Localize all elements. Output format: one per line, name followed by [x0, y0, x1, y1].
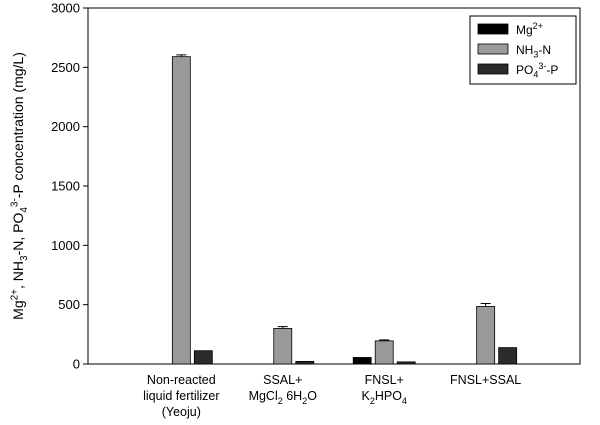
x-tick-label: FNSL+SSAL	[450, 373, 521, 387]
bar	[352, 357, 372, 365]
bar	[273, 327, 293, 365]
x-tick-label: MgCl2 6H2O	[249, 389, 318, 406]
legend-swatch	[477, 23, 509, 35]
bar	[396, 361, 416, 365]
legend-label: Mg2+	[516, 21, 543, 37]
legend-label: NH3-N	[516, 43, 551, 60]
bar	[295, 360, 315, 365]
y-tick-label: 2000	[51, 119, 80, 134]
legend-swatch	[477, 43, 509, 55]
y-tick-label: 2500	[51, 60, 80, 75]
x-tick-label: (Yeoju)	[162, 405, 201, 419]
bar	[193, 350, 213, 365]
bar	[374, 340, 394, 365]
y-tick-label: 3000	[51, 1, 80, 16]
legend-label: PO43--P	[516, 61, 558, 79]
bar	[171, 56, 191, 365]
y-tick-label: 0	[73, 357, 80, 372]
y-tick-label: 1000	[51, 238, 80, 253]
x-tick-label: Non-reacted	[147, 373, 216, 387]
bar	[476, 306, 496, 365]
y-axis-title: Mg2+, NH3-N, PO43--P concentration (mg/L…	[9, 52, 30, 320]
x-tick-label: SSAL+	[263, 373, 302, 387]
x-tick-label: K2HPO4	[361, 389, 406, 406]
y-tick-label: 1500	[51, 179, 80, 194]
x-tick-label: liquid fertilizer	[143, 389, 219, 403]
legend-swatch	[477, 63, 509, 75]
x-tick-label: FNSL+	[365, 373, 404, 387]
y-tick-label: 500	[58, 297, 80, 312]
bar	[498, 347, 518, 365]
